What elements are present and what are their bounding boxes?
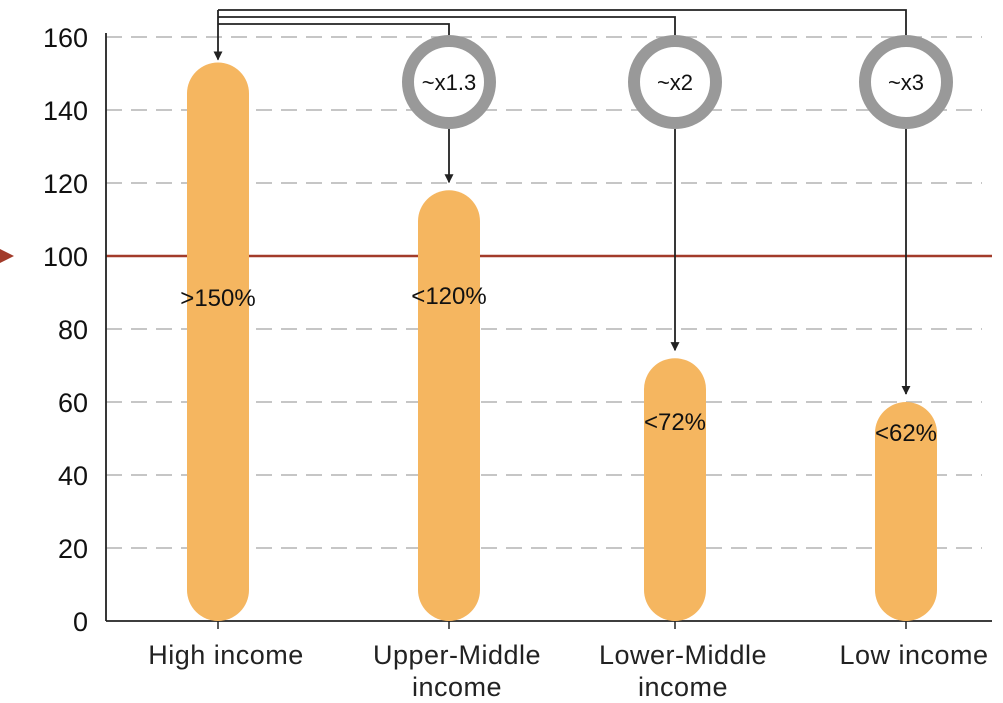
data-label: <62%: [875, 420, 937, 447]
multiplier-ring: [859, 35, 953, 129]
category-label: High income: [148, 640, 304, 670]
y-tick-label: 0: [73, 607, 88, 637]
category-label: Lower-Middle income: [599, 640, 767, 702]
category-labels: High income Upper-Middle income Lower-Middl…: [148, 640, 988, 702]
y-tick-labels: 0 20 40 60 80 100 120 140 160: [43, 23, 88, 637]
data-label: >150%: [180, 285, 255, 312]
bar: [418, 190, 480, 622]
multiplier-label: ~x2: [657, 70, 693, 95]
multiplier-label: ~x3: [888, 70, 924, 95]
y-tick-label: 40: [58, 461, 88, 491]
y-tick-label: 20: [58, 534, 88, 564]
bar: [875, 402, 937, 621]
category-label: Low income: [839, 640, 988, 670]
connector-route: [218, 23, 450, 35]
y-tick-label: 120: [43, 169, 88, 199]
multiplier-ring: [402, 35, 496, 129]
reference-line-marker: [0, 249, 14, 263]
category-label: Upper-Middle income: [373, 640, 541, 702]
bars: [187, 62, 937, 622]
data-label: <120%: [411, 283, 486, 310]
multiplier-ring: [628, 35, 722, 129]
multiplier-connectors: [213, 9, 911, 395]
bar: [644, 358, 706, 621]
connector-route: [218, 16, 676, 35]
reference-line-group: [0, 249, 992, 263]
y-tick-label: 100: [43, 242, 88, 272]
y-tick-label: 80: [58, 315, 88, 345]
y-tick-label: 60: [58, 388, 88, 418]
bar: [187, 62, 249, 622]
grid-lines: [106, 36, 982, 549]
data-label: <72%: [644, 409, 706, 436]
connector-route: [218, 9, 907, 35]
y-tick-label: 140: [43, 96, 88, 126]
data-labels: >150% <120% <72% <62%: [180, 283, 937, 447]
multiplier-label: ~x1.3: [422, 70, 476, 95]
y-tick-label: 160: [43, 23, 88, 53]
multiplier-badges: ~x1.3 ~x2 ~x3: [402, 35, 953, 129]
axes: [105, 33, 992, 629]
